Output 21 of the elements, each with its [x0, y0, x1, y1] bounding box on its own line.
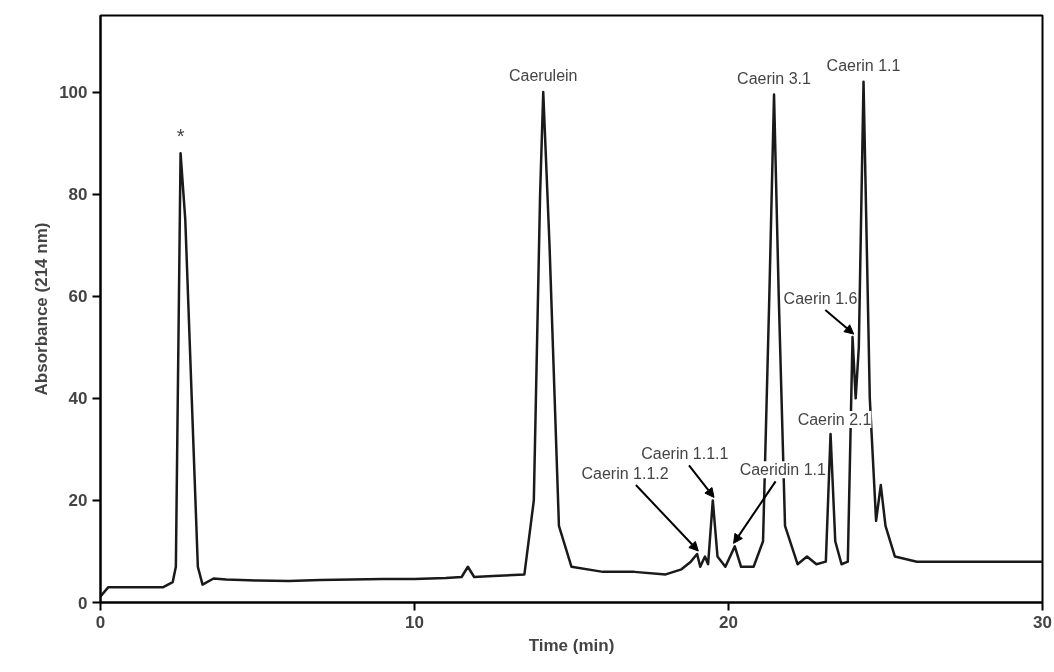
annotation: Caerin 1.1.2: [581, 465, 669, 483]
annotation: Caerin 1.6: [783, 290, 858, 308]
annotation: Caeridin 1.1: [739, 461, 827, 479]
x-axis-title: Time (min): [528, 635, 615, 655]
y-tick-label: 20: [68, 491, 88, 511]
y-tick-label: 80: [68, 185, 88, 205]
y-tick-label: 100: [59, 83, 88, 103]
annotation: Caerin 1.1: [826, 56, 901, 74]
y-axis-title: Absorbance (214 nm): [32, 222, 52, 396]
x-tick-label: 30: [1033, 612, 1052, 632]
x-tick-label: 10: [405, 612, 424, 632]
annotation: *: [176, 125, 185, 148]
y-tick-label: 0: [78, 593, 88, 613]
y-tick-label: 40: [68, 389, 88, 409]
x-tick-label: 0: [95, 612, 106, 632]
annotation: Caerin 3.1: [737, 69, 812, 87]
x-tick-label: 20: [719, 612, 738, 632]
annotation: Caerulein: [509, 67, 578, 85]
annotation: Caerin 1.1.1: [641, 445, 729, 463]
annotation: Caerin 2.1: [797, 411, 872, 429]
y-tick-label: 60: [68, 287, 88, 307]
